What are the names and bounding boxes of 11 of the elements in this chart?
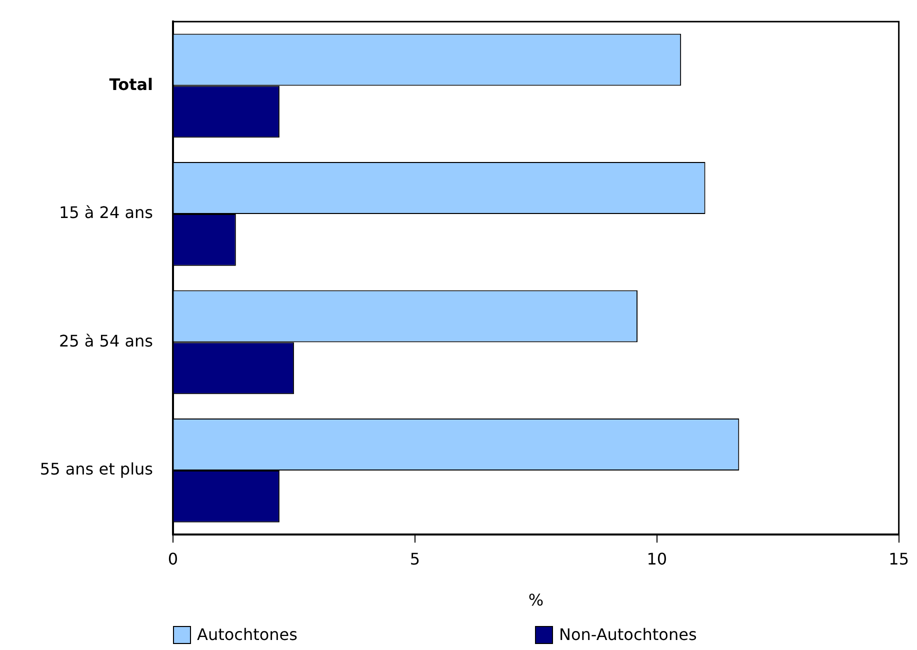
x-tick-label: 15 [888, 549, 909, 568]
legend-label: Non-Autochtones [559, 625, 697, 644]
y-tick-label: 25 à 54 ans [58, 331, 153, 350]
x-tick-label: 5 [410, 549, 420, 568]
y-tick-label: 55 ans et plus [40, 460, 153, 479]
x-axis-title: % [528, 590, 544, 610]
x-tick-label: 0 [168, 549, 178, 568]
y-tick-label: 15 à 24 ans [58, 203, 153, 222]
y-tick-label: Total [109, 74, 153, 94]
x-tick-label: 10 [646, 549, 668, 568]
legend-label: Autochtones [197, 625, 298, 644]
